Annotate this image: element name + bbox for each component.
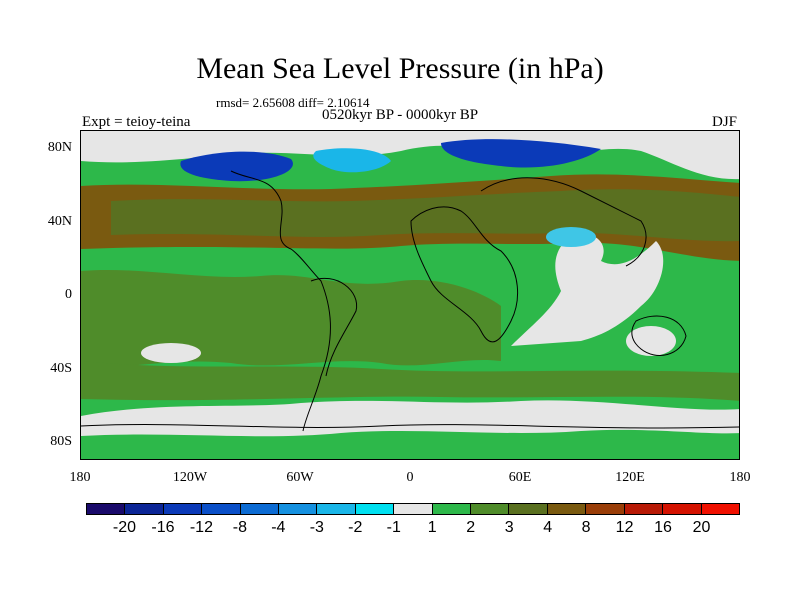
field-greenland-cyan xyxy=(313,148,391,173)
colorbar-label: 2 xyxy=(466,519,476,536)
colorbar-swatch xyxy=(432,504,472,514)
colorbar-label: -2 xyxy=(348,519,363,536)
colorbar-label: 1 xyxy=(427,519,437,536)
coastlines xyxy=(81,170,739,432)
colorbar-swatch xyxy=(701,504,739,514)
colorbar-label: 16 xyxy=(654,519,672,536)
colorbar-label: -8 xyxy=(232,519,247,536)
colorbar-label: -3 xyxy=(309,519,324,536)
map-graphic xyxy=(81,131,739,459)
colorbar-label: -16 xyxy=(151,519,175,536)
stats-text: rmsd= 2.65608 diff= 2.10614 xyxy=(216,95,370,110)
colorbar-swatch xyxy=(87,504,126,514)
lat-label-40s: 40S xyxy=(50,361,72,376)
field-olive-tropics xyxy=(81,269,501,368)
map-title: Mean Sea Level Pressure (in hPa) xyxy=(196,52,604,85)
field-antarctic-green xyxy=(81,429,739,459)
lon-label-180w: 180 xyxy=(69,470,91,485)
lon-label-60w: 60W xyxy=(286,470,314,485)
colorbar-swatch xyxy=(471,504,510,514)
colorbar xyxy=(86,503,740,515)
pressure-map xyxy=(80,130,740,460)
field-pacific-light xyxy=(141,343,201,363)
colorbar-swatch xyxy=(586,504,625,514)
colorbar-swatch xyxy=(202,504,241,514)
lon-label-180e: 180 xyxy=(729,470,751,485)
colorbar-label: 8 xyxy=(581,519,591,536)
season-label: DJF xyxy=(712,114,738,130)
field-siberia-blue xyxy=(441,139,601,168)
colorbar-label: 4 xyxy=(543,519,553,536)
colorbar-swatch xyxy=(624,504,664,514)
lat-label-80s: 80S xyxy=(50,434,72,449)
colorbar-swatch xyxy=(663,504,702,514)
colorbar-label: -1 xyxy=(386,519,401,536)
colorbar-swatch xyxy=(317,504,356,514)
colorbar-label: 20 xyxy=(692,519,711,536)
colorbar-label: 3 xyxy=(504,519,514,536)
colorbar-swatch xyxy=(355,504,395,514)
colorbar-label: -4 xyxy=(271,519,286,536)
colorbar-label: -20 xyxy=(112,519,137,536)
lat-label-80n: 80N xyxy=(47,140,72,155)
field-arctic-light xyxy=(81,131,739,180)
field-olive-south xyxy=(81,361,739,401)
field-australia-light xyxy=(626,326,676,356)
colorbar-swatch xyxy=(279,504,318,514)
lon-label-60e: 60E xyxy=(508,470,532,485)
field-indian-light xyxy=(511,233,664,346)
experiment-label: Expt = teioy-teina xyxy=(82,114,191,130)
colorbar-swatch xyxy=(509,504,548,514)
period-text: 0520kyr BP - 0000kyr BP xyxy=(322,107,479,123)
lon-label-120e: 120E xyxy=(615,470,645,485)
colorbar-label: 12 xyxy=(615,519,634,536)
lat-label-0: 0 xyxy=(65,287,72,302)
lat-label-40n: 40N xyxy=(47,214,72,229)
colorbar-swatch xyxy=(163,504,203,514)
colorbar-swatch xyxy=(125,504,164,514)
colorbar-swatch xyxy=(547,504,587,514)
colorbar-swatch xyxy=(394,504,433,514)
field-tibet-blue xyxy=(546,227,596,247)
field-canada-blue xyxy=(180,151,293,182)
colorbar-swatch xyxy=(240,504,280,514)
colorbar-label: -12 xyxy=(189,519,213,536)
lon-label-120w: 120W xyxy=(172,470,208,485)
lon-label-0: 0 xyxy=(406,470,414,485)
